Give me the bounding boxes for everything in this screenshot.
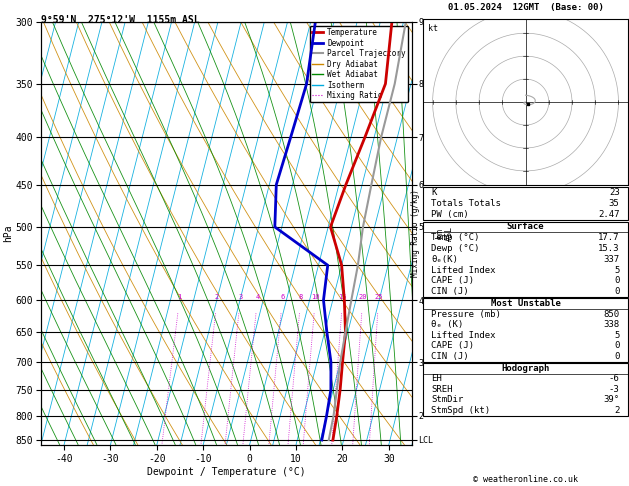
Y-axis label: km
ASL: km ASL: [435, 226, 454, 241]
Text: 25: 25: [374, 294, 383, 300]
Text: 338: 338: [603, 320, 620, 329]
Text: 3: 3: [238, 294, 242, 300]
Text: 10: 10: [311, 294, 320, 300]
Text: 1: 1: [177, 294, 182, 300]
Text: StmDir: StmDir: [431, 395, 464, 404]
Text: CAPE (J): CAPE (J): [431, 341, 474, 350]
Text: 15: 15: [338, 294, 347, 300]
Text: Dewp (°C): Dewp (°C): [431, 244, 480, 253]
Text: 337: 337: [603, 255, 620, 264]
Text: CIN (J): CIN (J): [431, 352, 469, 361]
Text: Temp (°C): Temp (°C): [431, 233, 480, 242]
Text: 2: 2: [614, 406, 620, 415]
Text: 5: 5: [614, 265, 620, 275]
Text: 17.7: 17.7: [598, 233, 620, 242]
Text: 15.3: 15.3: [598, 244, 620, 253]
Text: kt: kt: [428, 24, 438, 33]
Text: 6: 6: [280, 294, 284, 300]
Text: CIN (J): CIN (J): [431, 287, 469, 296]
Text: θₑ(K): θₑ(K): [431, 255, 459, 264]
Text: 850: 850: [603, 310, 620, 319]
Text: 2: 2: [215, 294, 219, 300]
Text: Totals Totals: Totals Totals: [431, 199, 501, 208]
Text: 0: 0: [614, 277, 620, 285]
Text: StmSpd (kt): StmSpd (kt): [431, 406, 491, 415]
Text: 23: 23: [609, 188, 620, 197]
Text: 8: 8: [299, 294, 303, 300]
Text: 35: 35: [609, 199, 620, 208]
Text: 0: 0: [614, 341, 620, 350]
Text: K: K: [431, 188, 437, 197]
Text: Mixing Ratio (g/kg): Mixing Ratio (g/kg): [411, 190, 420, 277]
Text: 9°59'N  275°12'W  1155m ASL: 9°59'N 275°12'W 1155m ASL: [41, 15, 199, 25]
Text: Surface: Surface: [507, 223, 544, 231]
Text: Most Unstable: Most Unstable: [491, 299, 560, 308]
Text: SREH: SREH: [431, 385, 453, 394]
Text: -3: -3: [609, 385, 620, 394]
Text: CAPE (J): CAPE (J): [431, 277, 474, 285]
Legend: Temperature, Dewpoint, Parcel Trajectory, Dry Adiabat, Wet Adiabat, Isotherm, Mi: Temperature, Dewpoint, Parcel Trajectory…: [309, 26, 408, 103]
Text: 0: 0: [614, 287, 620, 296]
Text: 39°: 39°: [603, 395, 620, 404]
Text: 01.05.2024  12GMT  (Base: 00): 01.05.2024 12GMT (Base: 00): [448, 3, 603, 13]
Text: PW (cm): PW (cm): [431, 210, 469, 219]
X-axis label: Dewpoint / Temperature (°C): Dewpoint / Temperature (°C): [147, 467, 306, 477]
Text: Lifted Index: Lifted Index: [431, 331, 496, 340]
Text: -6: -6: [609, 374, 620, 383]
Text: Lifted Index: Lifted Index: [431, 265, 496, 275]
Text: θₑ (K): θₑ (K): [431, 320, 464, 329]
Text: 2.47: 2.47: [598, 210, 620, 219]
Text: 20: 20: [359, 294, 367, 300]
Text: © weatheronline.co.uk: © weatheronline.co.uk: [473, 474, 578, 484]
Text: 4: 4: [255, 294, 259, 300]
Text: Hodograph: Hodograph: [501, 364, 550, 373]
Text: 5: 5: [614, 331, 620, 340]
Text: Pressure (mb): Pressure (mb): [431, 310, 501, 319]
Text: 0: 0: [614, 352, 620, 361]
Y-axis label: hPa: hPa: [3, 225, 13, 242]
Text: EH: EH: [431, 374, 442, 383]
